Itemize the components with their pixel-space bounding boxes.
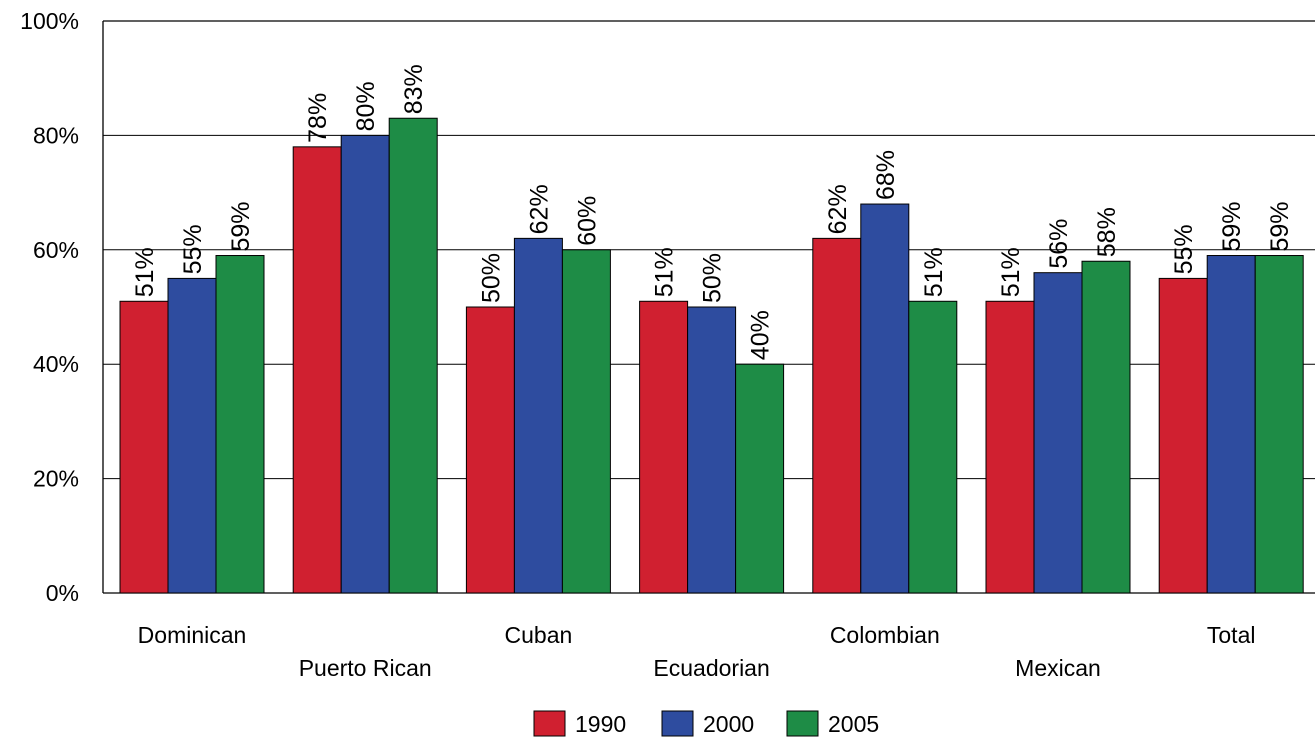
bar-2000 <box>860 203 910 594</box>
bar-2000 <box>1206 255 1256 594</box>
data-label: 56% <box>1045 219 1073 269</box>
data-label: 50% <box>699 253 727 303</box>
data-label: 55% <box>179 224 207 274</box>
bar-1990 <box>119 300 169 594</box>
bar-2000 <box>513 237 563 594</box>
legend-label: 1990 <box>575 711 626 737</box>
y-tick-label: 60% <box>33 237 79 263</box>
y-tick-label: 80% <box>33 122 79 148</box>
data-label: 78% <box>304 93 332 143</box>
bar-1990 <box>985 300 1035 594</box>
data-label: 55% <box>1170 224 1198 274</box>
y-tick-label: 40% <box>33 351 79 377</box>
bar-1990 <box>292 146 342 594</box>
data-label: 62% <box>824 184 852 234</box>
legend-swatch-2000 <box>661 710 694 737</box>
data-label: 83% <box>400 64 428 114</box>
data-label: 50% <box>477 253 505 303</box>
bar-2005 <box>1254 255 1304 594</box>
legend-swatch-1990 <box>533 710 566 737</box>
bar-2000 <box>167 277 217 594</box>
category-label: Ecuadorian <box>653 655 769 681</box>
data-label: 68% <box>872 150 900 200</box>
data-label: 59% <box>227 201 255 251</box>
bar-2005 <box>215 255 265 594</box>
bar-1990 <box>639 300 689 594</box>
bar-2005 <box>561 249 611 594</box>
bar-1990 <box>1158 277 1208 594</box>
y-tick-label: 100% <box>20 8 79 34</box>
legend-label: 2005 <box>828 711 879 737</box>
bar-2005 <box>735 363 785 594</box>
data-label: 59% <box>1266 201 1294 251</box>
data-label: 51% <box>131 247 159 297</box>
data-label: 60% <box>573 196 601 246</box>
data-label: 62% <box>525 184 553 234</box>
legend-swatch-2005 <box>786 710 819 737</box>
y-tick-label: 0% <box>46 580 79 606</box>
data-label: 51% <box>920 247 948 297</box>
category-label: Puerto Rican <box>299 655 432 681</box>
bar-2005 <box>388 117 438 594</box>
bar-1990 <box>465 306 515 594</box>
data-label: 51% <box>997 247 1025 297</box>
legend-label: 2000 <box>703 711 754 737</box>
category-label: Dominican <box>138 622 247 648</box>
data-label: 59% <box>1218 201 1246 251</box>
data-label: 58% <box>1093 207 1121 257</box>
bar-1990 <box>812 237 862 594</box>
category-label: Colombian <box>830 622 940 648</box>
data-label: 40% <box>747 310 775 360</box>
data-label: 80% <box>352 81 380 131</box>
bar-2005 <box>1081 260 1131 594</box>
bar-2005 <box>908 300 958 594</box>
category-label: Total <box>1207 622 1256 648</box>
bar-2000 <box>340 134 390 594</box>
category-label: Cuban <box>505 622 573 648</box>
bar-2000 <box>1033 272 1083 594</box>
y-tick-label: 20% <box>33 466 79 492</box>
bar-2000 <box>687 306 737 594</box>
category-label: Mexican <box>1015 655 1101 681</box>
data-label: 51% <box>651 247 679 297</box>
